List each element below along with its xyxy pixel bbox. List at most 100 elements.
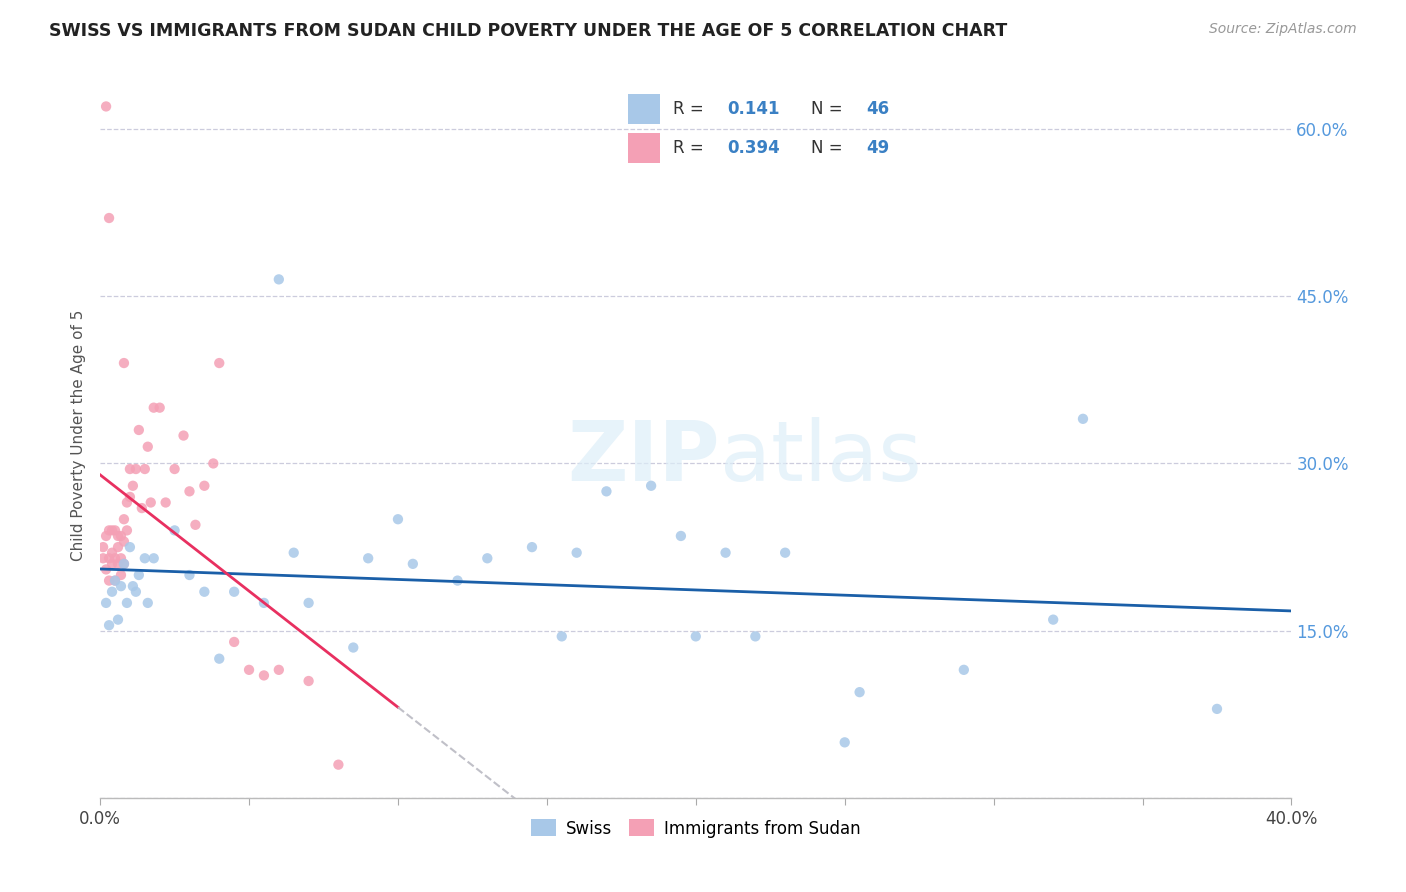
Point (128, 423, 150, 437)
Point (101, 557, 124, 571)
Point (163, 462, 186, 476)
Point (184, 517, 207, 532)
Point (91, 551, 114, 566)
Point (640, 479, 662, 493)
Point (98, 574, 121, 588)
Point (118, 490, 141, 504)
Text: Source: ZipAtlas.com: Source: ZipAtlas.com (1209, 22, 1357, 37)
Point (110, 551, 132, 566)
Point (107, 557, 129, 571)
Point (139, 495, 162, 509)
Point (98, 618, 121, 632)
Point (107, 540, 129, 554)
Point (179, 568, 201, 582)
Point (357, 551, 380, 566)
Point (107, 529, 129, 543)
Point (173, 428, 195, 442)
Point (107, 613, 129, 627)
Point (118, 540, 141, 554)
Point (224, 584, 246, 599)
Point (112, 557, 135, 571)
Point (94, 596, 117, 610)
Point (104, 574, 127, 588)
Point (744, 629, 766, 643)
Point (267, 663, 290, 677)
Point (179, 484, 201, 499)
Point (104, 524, 127, 538)
Point (94, 99, 117, 113)
Point (267, 272, 290, 286)
Point (98, 211, 121, 225)
Point (122, 479, 145, 493)
Point (402, 557, 425, 571)
Point (328, 757, 350, 772)
Text: SWISS VS IMMIGRANTS FROM SUDAN CHILD POVERTY UNDER THE AGE OF 5 CORRELATION CHAR: SWISS VS IMMIGRANTS FROM SUDAN CHILD POV… (49, 22, 1008, 40)
Point (98, 524, 121, 538)
Point (551, 629, 574, 643)
Point (208, 356, 231, 370)
Point (773, 546, 796, 560)
Point (134, 551, 156, 566)
Point (163, 524, 186, 538)
Point (125, 462, 148, 476)
Point (565, 546, 588, 560)
Point (848, 685, 870, 699)
Point (253, 668, 276, 682)
Point (110, 529, 132, 543)
Point (342, 640, 364, 655)
Legend: Swiss, Immigrants from Sudan: Swiss, Immigrants from Sudan (524, 813, 868, 844)
Point (104, 574, 127, 588)
Point (112, 356, 135, 370)
Point (125, 584, 148, 599)
Point (283, 546, 305, 560)
Y-axis label: Child Poverty Under the Age of 5: Child Poverty Under the Age of 5 (72, 310, 86, 561)
Point (193, 584, 215, 599)
Point (110, 568, 132, 582)
Point (112, 557, 135, 571)
Point (115, 596, 138, 610)
Point (193, 479, 215, 493)
Point (387, 512, 409, 526)
Point (208, 651, 231, 665)
Point (595, 484, 617, 499)
Point (101, 546, 124, 560)
Point (155, 495, 177, 509)
Point (1042, 613, 1064, 627)
Point (128, 568, 150, 582)
Point (297, 596, 319, 610)
Point (115, 495, 138, 509)
Text: ZIP: ZIP (567, 417, 720, 498)
Point (118, 462, 141, 476)
Point (297, 673, 319, 688)
Point (101, 524, 124, 538)
Point (253, 596, 276, 610)
Point (202, 457, 225, 471)
Point (446, 574, 468, 588)
Point (112, 534, 135, 549)
Point (122, 579, 145, 593)
Point (131, 501, 153, 516)
Point (142, 401, 165, 415)
Point (136, 440, 159, 454)
Point (477, 551, 499, 566)
Point (142, 551, 165, 566)
Point (91, 540, 114, 554)
Point (1071, 412, 1094, 426)
Point (110, 579, 132, 593)
Point (136, 596, 159, 610)
Point (834, 735, 856, 749)
Point (685, 629, 707, 643)
Point (115, 524, 138, 538)
Point (149, 401, 172, 415)
Point (1206, 702, 1229, 716)
Point (98, 551, 121, 566)
Point (101, 584, 124, 599)
Point (112, 512, 135, 526)
Point (134, 462, 156, 476)
Point (94, 529, 117, 543)
Point (94, 562, 117, 576)
Point (238, 663, 260, 677)
Point (520, 540, 543, 554)
Point (224, 635, 246, 649)
Point (669, 529, 692, 543)
